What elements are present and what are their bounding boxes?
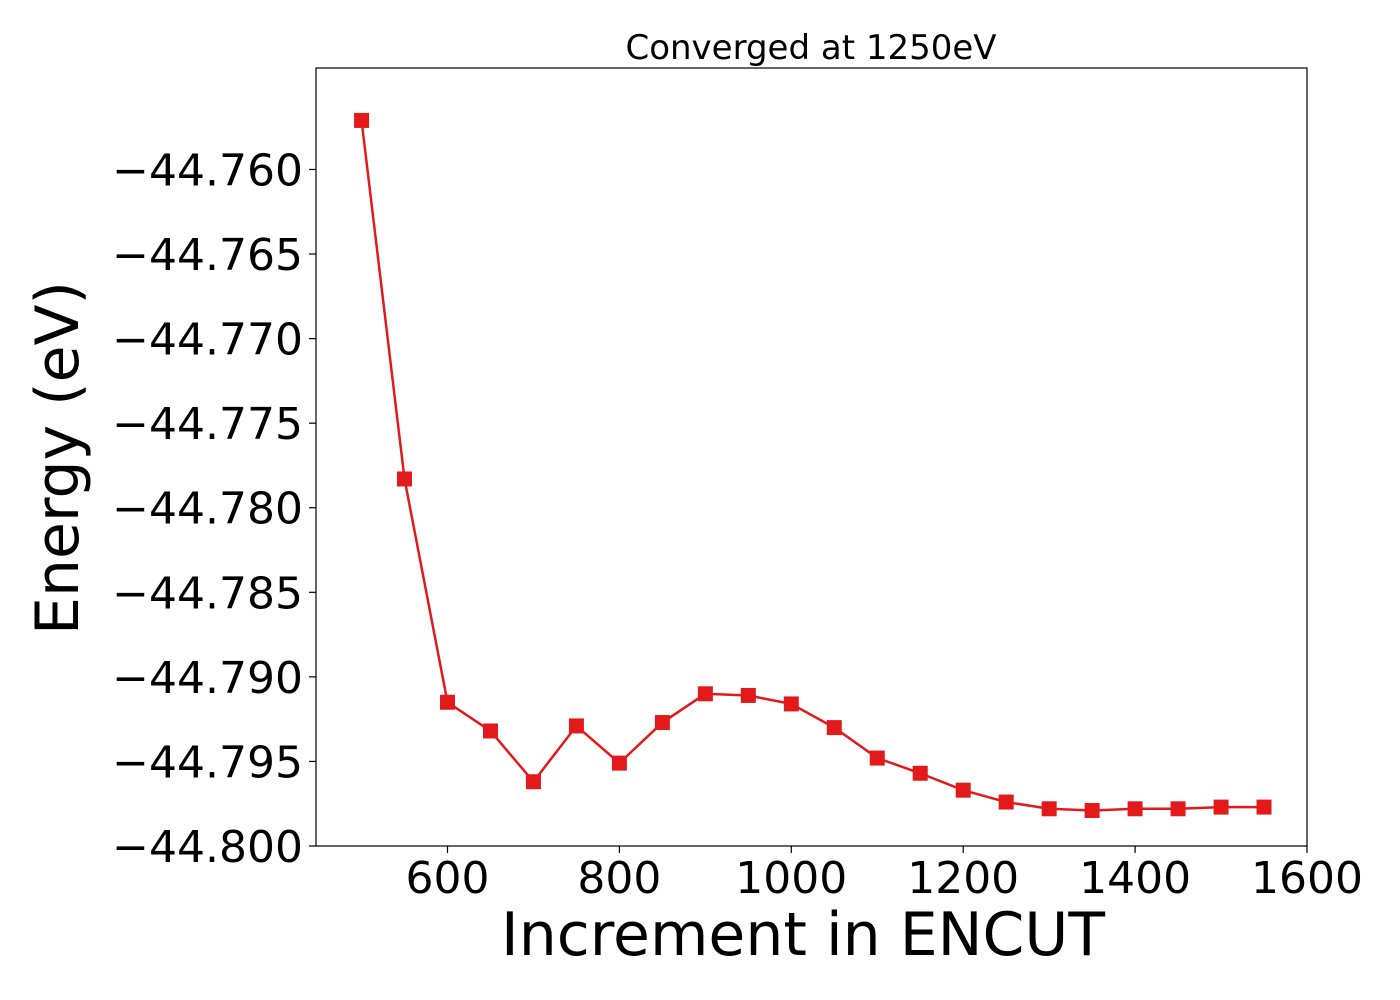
y-tick-label: −44.795 xyxy=(112,737,303,788)
x-tick-label: 1200 xyxy=(907,853,1019,904)
data-point-marker xyxy=(1213,799,1229,815)
data-point-marker xyxy=(912,765,928,781)
y-tick-label: −44.800 xyxy=(112,822,303,873)
data-point-marker xyxy=(482,723,498,739)
y-tick-label: −44.765 xyxy=(112,230,303,281)
data-point-marker xyxy=(740,687,756,703)
y-tick-label: −44.770 xyxy=(112,315,303,366)
data-point-marker xyxy=(826,720,842,736)
data-point-marker xyxy=(998,794,1014,810)
x-tick-label: 1400 xyxy=(1079,853,1191,904)
x-tick-label: 600 xyxy=(406,853,490,904)
y-tick-label: −44.760 xyxy=(112,145,303,196)
data-point-marker xyxy=(1170,801,1186,817)
data-point-marker xyxy=(440,694,456,710)
data-point-marker xyxy=(611,755,627,771)
y-tick-label: −44.785 xyxy=(112,568,303,619)
x-tick-label: 1600 xyxy=(1251,853,1363,904)
data-point-marker xyxy=(654,715,670,731)
x-tick-label: 1000 xyxy=(735,853,847,904)
plot-area-frame xyxy=(315,67,1308,847)
y-tick-label: −44.780 xyxy=(112,484,303,535)
data-point-marker xyxy=(354,112,370,128)
data-point-marker xyxy=(1041,801,1057,817)
data-point-marker xyxy=(525,774,541,790)
y-axis-label: Energy (eV) xyxy=(23,281,93,635)
series-layer xyxy=(354,112,1272,818)
x-tick-label: 800 xyxy=(577,853,661,904)
data-point-marker xyxy=(697,686,713,702)
x-axis-label: Increment in ENCUT xyxy=(501,900,1105,970)
y-tick-label: −44.775 xyxy=(112,399,303,450)
data-point-marker xyxy=(1084,802,1100,818)
data-point-marker xyxy=(955,782,971,798)
data-point-marker xyxy=(869,750,885,766)
y-tick-label: −44.790 xyxy=(112,653,303,704)
data-point-marker xyxy=(1127,801,1143,817)
series-line xyxy=(360,120,1265,812)
y-axis-ticks: −44.800 −44.795 −44.790 −44.785 −44.780 −44.7… xyxy=(112,145,316,873)
data-point-marker xyxy=(1256,799,1272,815)
data-point-marker xyxy=(783,696,799,712)
data-point-marker xyxy=(397,471,413,487)
data-point-marker xyxy=(568,718,584,734)
x-axis-ticks: 600 800 1000 1200 1400 1600 xyxy=(406,846,1363,904)
chart-title: Converged at 1250eV xyxy=(625,28,996,68)
